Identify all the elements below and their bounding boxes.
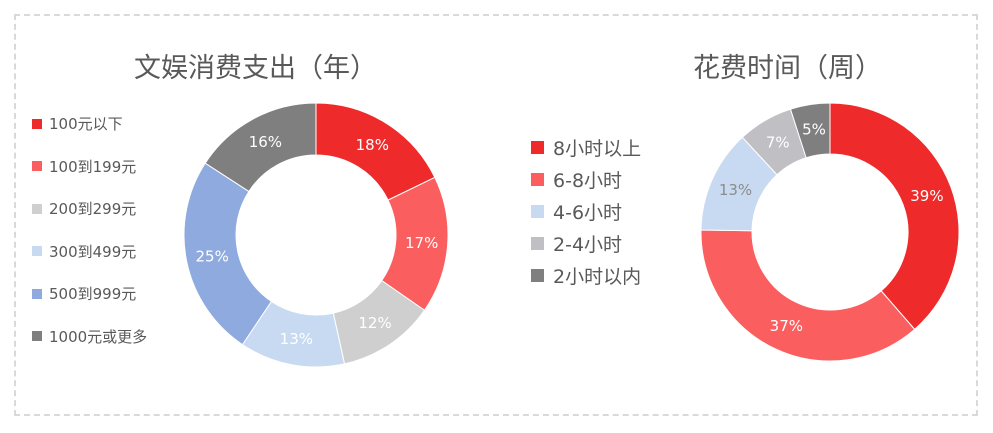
chart-title-weekly-time: 花费时间（周）	[693, 53, 882, 84]
legend-label: 500到999元	[49, 285, 137, 303]
legend-swatch	[531, 141, 544, 154]
data-label-1-2: 17%	[405, 234, 438, 252]
legend-label: 1000元或更多	[49, 327, 148, 346]
chart-frame	[14, 14, 978, 416]
data-label-1-1: 18%	[356, 136, 389, 154]
legend-swatch	[32, 161, 42, 171]
data-label-1-3: 12%	[358, 314, 391, 332]
legend-item-1-4: 300到499元	[32, 241, 136, 262]
legend-swatch	[32, 288, 42, 299]
legend-swatch	[531, 173, 544, 186]
legend-swatch	[32, 203, 42, 214]
data-label-1-4: 13%	[280, 330, 313, 348]
legend-item-1-2: 100到199元	[32, 156, 136, 177]
legend-item-1-5: 500到999元	[32, 283, 136, 304]
legend-label: 200到299元	[49, 200, 137, 218]
legend-swatch	[531, 237, 544, 250]
legend-swatch	[32, 246, 42, 256]
legend-item-2-2: 6-8小时	[531, 166, 622, 193]
legend-item-2-4: 2-4小时	[531, 230, 622, 257]
legend-item-2-1: 8小时以上	[531, 134, 641, 161]
legend-item-2-3: 4-6小时	[531, 198, 622, 225]
legend-label: 2小时以内	[553, 266, 642, 288]
legend-swatch	[531, 269, 544, 282]
legend-label: 2-4小时	[553, 234, 623, 256]
donut-slice-1-5	[183, 162, 273, 346]
legend-item-1-6: 1000元或更多	[32, 326, 147, 347]
legend-label: 100到199元	[49, 157, 137, 176]
legend-swatch	[531, 205, 544, 218]
legend-label: 300到499元	[49, 242, 137, 261]
legend-item-2-5: 2小时以内	[531, 262, 641, 289]
chart-title-annual-spending: 文娱消费支出（年）	[134, 53, 377, 84]
data-label-1-6: 16%	[249, 133, 282, 151]
legend-item-1-3: 200到299元	[32, 198, 136, 219]
legend-item-1-1: 100元以下	[32, 113, 123, 134]
legend-label: 4-6小时	[553, 202, 623, 224]
donut-slice-1-6	[204, 102, 317, 193]
legend-swatch	[32, 118, 42, 129]
data-label-1-5: 25%	[195, 247, 228, 265]
legend-label: 100元以下	[49, 115, 123, 133]
legend-label: 6-8小时	[553, 170, 623, 192]
legend-swatch	[32, 331, 42, 341]
legend-label: 8小时以上	[553, 138, 642, 160]
